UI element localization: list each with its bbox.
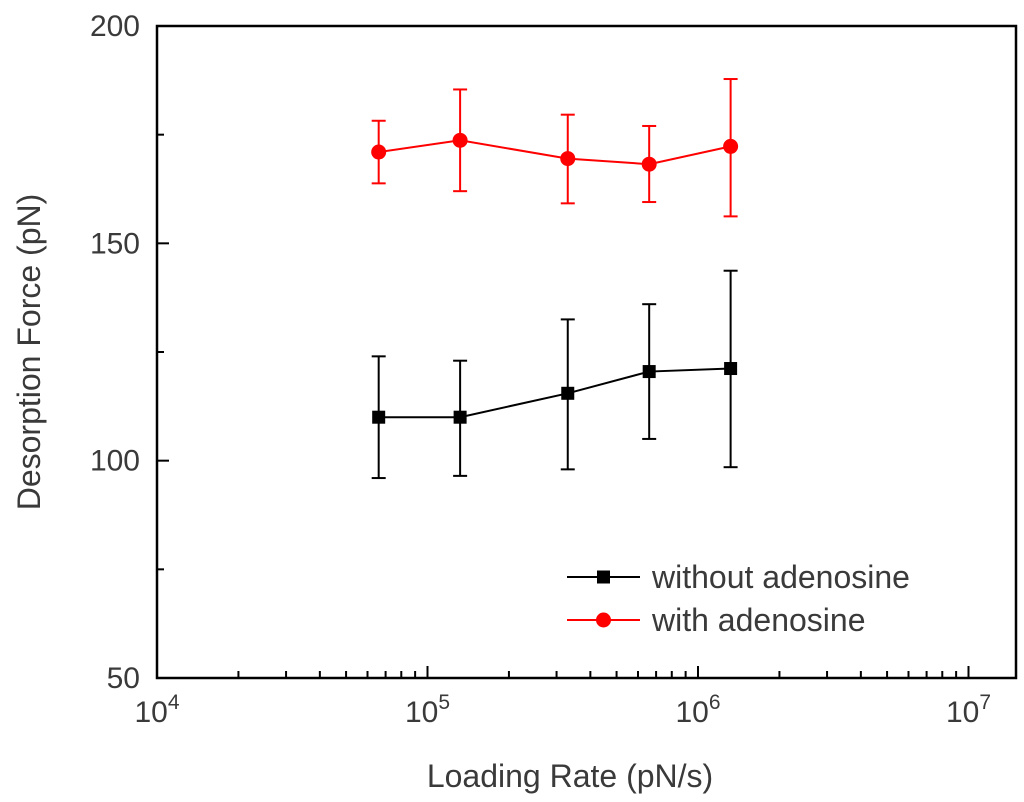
x-tick-label: 105 (405, 691, 450, 729)
legend: without adenosine with adenosine (567, 559, 910, 638)
data-point-marker (560, 151, 576, 167)
x-tick-label: 107 (946, 691, 991, 729)
x-tick-base: 10 (946, 696, 979, 729)
series-line (378, 367, 731, 419)
legend-marker (597, 570, 610, 584)
y-tick-label: 100 (90, 445, 140, 478)
legend-label: without adenosine (651, 559, 910, 595)
data-point-marker (371, 144, 387, 160)
x-tick-exponent: 5 (438, 691, 450, 714)
x-axis-ticks: 104 105 106 107 (134, 666, 991, 729)
data-point-marker (452, 132, 468, 148)
data-point-marker (372, 410, 386, 424)
x-tick-exponent: 4 (168, 691, 180, 714)
x-tick-label: 106 (675, 691, 720, 729)
x-tick-exponent: 7 (979, 691, 991, 714)
x-tick-exponent: 6 (709, 691, 721, 714)
data-point-marker (561, 386, 575, 400)
y-tick-label: 200 (90, 10, 140, 43)
legend-item: without adenosine (567, 559, 910, 595)
series-2 (371, 78, 739, 218)
data-point-marker (453, 410, 467, 424)
x-tick-base: 10 (675, 696, 708, 729)
data-point-marker (723, 138, 739, 154)
x-tick-base: 10 (405, 696, 438, 729)
legend-label: with adenosine (651, 602, 865, 638)
y-tick-label: 150 (90, 227, 140, 260)
data-point-marker (724, 362, 738, 376)
y-axis-ticks: 50 100 150 200 (90, 10, 169, 695)
data-point-marker (641, 156, 657, 172)
legend-item: with adenosine (567, 602, 865, 638)
series-layer (371, 78, 739, 480)
legend-marker (596, 612, 611, 628)
data-point-marker (642, 365, 656, 379)
x-axis-title: Loading Rate (pN/s) (427, 758, 713, 794)
x-tick-base: 10 (134, 696, 167, 729)
x-tick-label: 104 (134, 691, 179, 729)
y-tick-label: 50 (107, 662, 140, 695)
series-1 (371, 269, 738, 480)
y-axis-title: Desorption Force (pN) (11, 194, 47, 511)
series-line (378, 139, 731, 166)
